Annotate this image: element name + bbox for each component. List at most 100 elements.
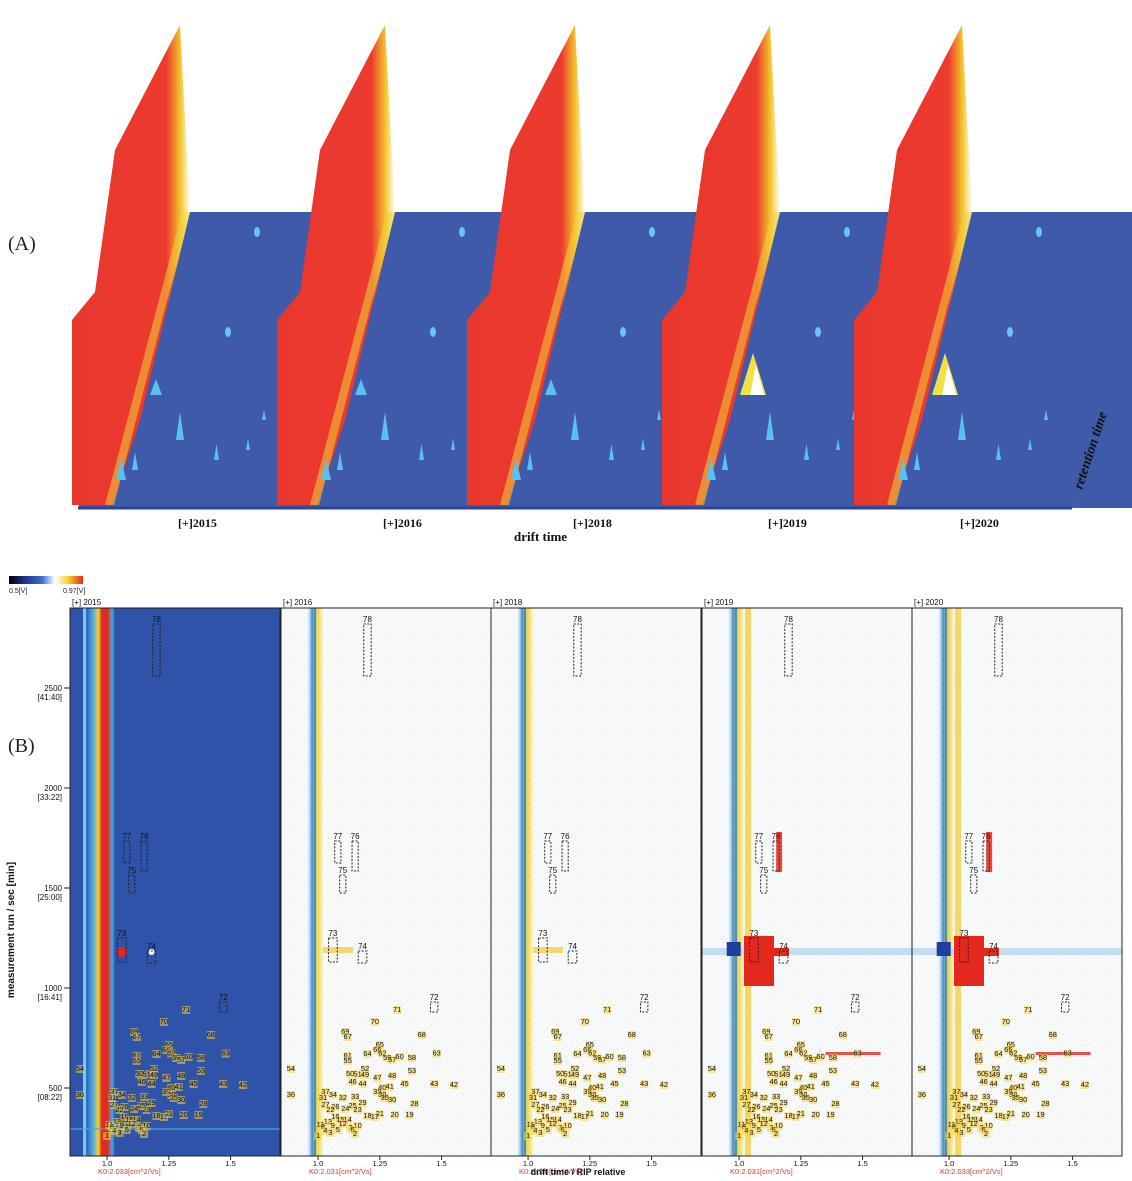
marker-dot — [553, 1116, 562, 1124]
marker-label: 6 — [140, 1125, 144, 1134]
marker-label: 14 — [765, 1115, 773, 1124]
marker-label: 26 — [120, 1102, 128, 1111]
signal-streak — [323, 947, 353, 953]
marker-dot — [112, 1118, 121, 1126]
surface-peak — [527, 452, 533, 470]
marker-label: 13 — [955, 1117, 963, 1126]
marker-label: 32 — [339, 1093, 347, 1102]
xtick-label: 1.0 — [313, 1159, 323, 1168]
marker-dot — [791, 1018, 800, 1026]
ytick-label: 2500 — [44, 684, 62, 693]
marker-dot — [605, 1053, 614, 1061]
plane-spot — [254, 227, 260, 237]
marker-label: 24 — [551, 1104, 559, 1113]
marker-box — [573, 623, 582, 677]
colorbar-min-label: 0.5[V] — [9, 588, 27, 595]
marker-box — [146, 950, 157, 964]
marker-dot — [338, 1094, 347, 1102]
marker-dot — [1041, 1100, 1050, 1108]
marker-label: 64 — [363, 1049, 371, 1058]
marker-label: 26 — [962, 1102, 970, 1111]
marker-dot — [642, 1049, 651, 1058]
marker-label: 1 — [526, 1131, 530, 1140]
marker-label: 33 — [772, 1092, 780, 1101]
marker-label: 4 — [744, 1126, 748, 1135]
marker-label: 8 — [110, 1122, 114, 1131]
marker-label: 46 — [979, 1077, 987, 1086]
marker-dot — [740, 1094, 748, 1102]
marker-label: 31 — [108, 1093, 116, 1102]
marker-dot — [393, 1006, 402, 1014]
marker-dot — [799, 1084, 808, 1092]
marker-label: 16 — [120, 1112, 128, 1121]
heatmap-title: [+] 2019 — [704, 598, 734, 607]
marker-box — [140, 840, 148, 872]
marker-dot — [735, 1132, 744, 1140]
marker-box — [760, 874, 768, 894]
marker-label: 64 — [994, 1049, 1002, 1058]
marker-dot — [174, 1083, 183, 1091]
marker-dot — [972, 1028, 981, 1036]
marker-label: 23 — [353, 1105, 361, 1114]
marker-label: 36 — [76, 1090, 84, 1099]
marker-label: 62 — [1009, 1048, 1017, 1057]
marker-label: 13 — [745, 1117, 753, 1126]
marker-dot — [747, 1129, 756, 1137]
marker-label: 57 — [598, 1055, 606, 1064]
marker-dot — [772, 1093, 781, 1101]
marker-label: 73 — [959, 929, 968, 938]
ytick-sublabel: [33:22] — [38, 793, 62, 802]
hot-streak — [825, 1052, 881, 1055]
marker-dot — [388, 1096, 397, 1104]
ridge-peak — [467, 25, 585, 505]
marker-dot — [331, 1113, 340, 1121]
marker-label: 57 — [1019, 1055, 1027, 1064]
marker-dot — [791, 1113, 800, 1121]
marker-dot — [974, 1116, 983, 1124]
marker-label: 64 — [152, 1049, 160, 1058]
marker-label: 68 — [839, 1030, 847, 1039]
marker-dot — [538, 1122, 547, 1130]
marker-label: 72 — [219, 993, 228, 1002]
ridge-peak — [72, 25, 190, 505]
marker-dot — [952, 1088, 961, 1096]
marker-dot — [769, 1078, 778, 1086]
marker-dot — [742, 1101, 751, 1109]
marker-label: 25 — [558, 1101, 566, 1110]
marker-dot — [147, 1080, 156, 1088]
marker-label: 62 — [588, 1048, 596, 1057]
marker-label: 28 — [199, 1099, 207, 1108]
marker-dot — [353, 1070, 362, 1079]
marker-label: 54 — [918, 1064, 926, 1073]
marker-dot — [343, 1057, 352, 1065]
marker-label: 32 — [760, 1093, 768, 1102]
marker-label: 42 — [660, 1080, 668, 1089]
marker-label: 1 — [316, 1131, 320, 1140]
marker-dot — [1026, 1053, 1035, 1061]
marker-label: 76 — [772, 832, 781, 841]
marker-label: 77 — [754, 832, 763, 841]
surface-peak — [571, 412, 579, 440]
marker-label: 33 — [140, 1092, 148, 1101]
marker-label: 70 — [792, 1017, 800, 1026]
xtick-label: 1.25 — [794, 1159, 809, 1168]
marker-dot — [388, 1072, 397, 1080]
marker-label: 9 — [120, 1121, 124, 1130]
marker-dot — [162, 1088, 171, 1096]
marker-label: 65 — [165, 1040, 173, 1049]
marker-label: 50 — [556, 1069, 564, 1078]
hot-streak — [748, 948, 789, 956]
marker-label: 51 — [774, 1069, 782, 1078]
surface-peak — [214, 444, 219, 460]
marker-dot — [814, 1006, 823, 1014]
surface-peak — [132, 452, 138, 470]
marker-label: 33 — [351, 1092, 359, 1101]
marker-label: 13 — [534, 1117, 542, 1126]
marker-box — [549, 874, 557, 894]
marker-dot — [137, 1078, 146, 1086]
marker-label: 12 — [549, 1119, 557, 1128]
marker-dot — [533, 1118, 542, 1126]
marker-dot — [979, 1102, 988, 1110]
marker-dot — [152, 1050, 161, 1058]
marker-label: 71 — [814, 1005, 822, 1014]
